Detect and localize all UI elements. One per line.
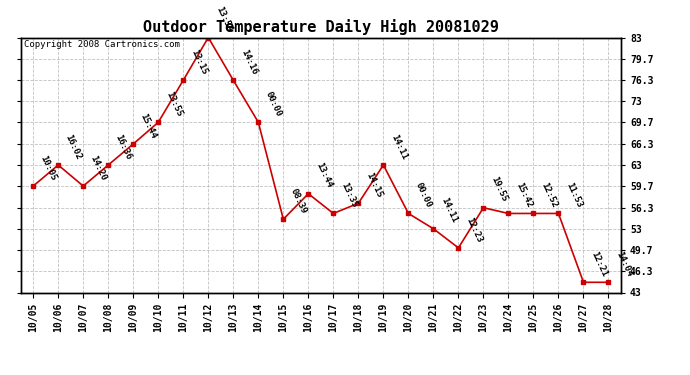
- Text: 13:15: 13:15: [189, 48, 208, 76]
- Text: 00:00: 00:00: [414, 181, 433, 209]
- Text: 16:02: 16:02: [63, 133, 83, 161]
- Text: 10:05: 10:05: [39, 154, 58, 182]
- Text: 12:21: 12:21: [589, 250, 609, 278]
- Text: 15:44: 15:44: [139, 112, 158, 140]
- Text: 16:36: 16:36: [114, 133, 133, 161]
- Text: 19:55: 19:55: [489, 176, 509, 204]
- Text: 13:44: 13:44: [314, 161, 333, 189]
- Text: 13:55: 13:55: [164, 90, 184, 118]
- Text: 14:04: 14:04: [614, 250, 633, 278]
- Text: 12:23: 12:23: [464, 216, 484, 244]
- Text: 13:54: 13:54: [214, 5, 233, 33]
- Text: 14:20: 14:20: [89, 154, 108, 182]
- Text: 08:39: 08:39: [289, 187, 308, 215]
- Text: 12:52: 12:52: [539, 181, 558, 209]
- Text: 15:42: 15:42: [514, 181, 533, 209]
- Text: 14:11: 14:11: [439, 196, 458, 225]
- Text: Copyright 2008 Cartronics.com: Copyright 2008 Cartronics.com: [23, 40, 179, 49]
- Text: 14:11: 14:11: [389, 133, 408, 161]
- Text: 14:15: 14:15: [364, 171, 384, 199]
- Text: 00:00: 00:00: [264, 90, 284, 118]
- Title: Outdoor Temperature Daily High 20081029: Outdoor Temperature Daily High 20081029: [143, 19, 499, 35]
- Text: 13:35: 13:35: [339, 181, 358, 209]
- Text: 14:16: 14:16: [239, 48, 258, 76]
- Text: 11:53: 11:53: [564, 181, 584, 209]
